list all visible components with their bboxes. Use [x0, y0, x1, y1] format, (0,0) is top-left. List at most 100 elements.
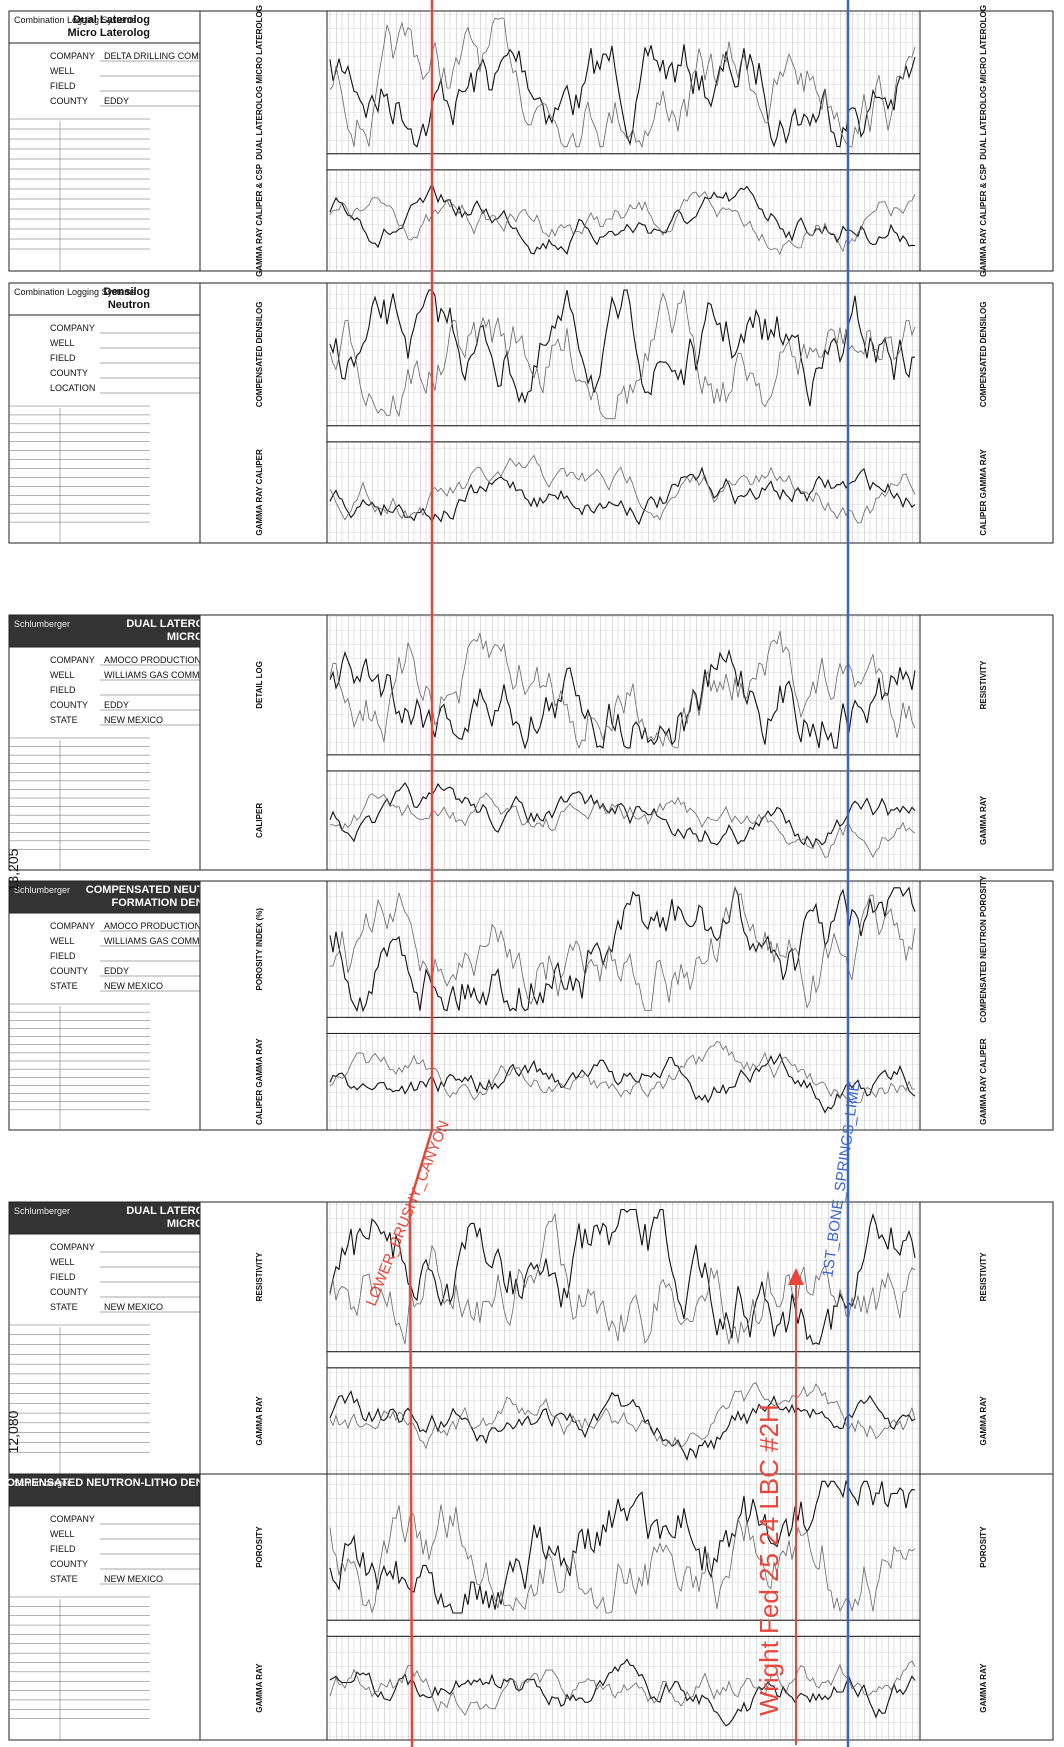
track-label: COMPENSATED DENSILOG [979, 302, 988, 408]
header-banner [8, 880, 234, 914]
log-curve [329, 631, 916, 750]
track-label: RESISTIVITY [979, 660, 988, 710]
field-label: WELL [50, 936, 75, 946]
track-label-box [199, 10, 328, 272]
track-label: COMPENSATED NEUTRON POROSITY [979, 875, 988, 1023]
field-value: EDDY [104, 966, 129, 976]
field-label: COMPANY [50, 1514, 95, 1524]
track-label: CALIPER GAMMA RAY [255, 1038, 264, 1125]
log-curve [329, 1212, 916, 1345]
depth-band [326, 1016, 921, 1034]
field-label: STATE [50, 981, 78, 991]
brand: Schlumberger [14, 619, 70, 629]
brand: Schlumberger [14, 1478, 70, 1488]
track-label-box [199, 282, 328, 544]
track-label: GAMMA RAY CALIPER [979, 1038, 988, 1125]
field-value: EDDY [104, 96, 129, 106]
log-track [326, 10, 921, 155]
log-curve [329, 17, 916, 148]
track-label-box [919, 282, 1054, 544]
track-label: POROSITY [979, 1526, 988, 1568]
log-curve [329, 191, 916, 256]
field-label: COUNTY [50, 966, 88, 976]
field-label: COUNTY [50, 1287, 88, 1297]
field-label: COMPANY [50, 323, 95, 333]
track-label: GAMMA RAY CALIPER [255, 449, 264, 536]
log-track [326, 1473, 921, 1621]
log-curve [329, 1052, 916, 1114]
track-label: POROSITY INDEX (%) [255, 908, 264, 991]
arrow-head [788, 1268, 804, 1285]
log-curve [329, 454, 916, 524]
log-track [326, 1635, 921, 1741]
field-label: LOCATION [50, 383, 95, 393]
log-track [326, 1032, 921, 1131]
track-label: GAMMA RAY [979, 1396, 988, 1446]
header-card [8, 1201, 234, 1475]
depth-band [326, 754, 921, 772]
field-label: COMPANY [50, 921, 95, 931]
field-value: WILLIAMS GAS COMM. #1 [104, 936, 215, 946]
track-label: GAMMA RAY CALIPER & CSP [979, 163, 988, 277]
track-label: GAMMA RAY [979, 1663, 988, 1713]
header-banner [8, 10, 234, 44]
brand: Schlumberger [14, 885, 70, 895]
track-label: CALIPER GAMMA RAY [979, 448, 988, 535]
track-label: POROSITY [255, 1526, 264, 1568]
field-label: WELL [50, 670, 75, 680]
track-label-box [919, 1201, 1054, 1475]
brand: Combination Logging Systems [14, 15, 137, 25]
field-value: WILLIAMS GAS COMM. #1 [104, 670, 215, 680]
field-value: NEW MEXICO [104, 981, 163, 991]
depth-band [326, 1351, 921, 1369]
track-label-box [199, 1473, 328, 1741]
track-label-box [919, 614, 1054, 871]
field-value: NEW MEXICO [104, 715, 163, 725]
log-curve [329, 792, 916, 858]
log-curve [329, 886, 916, 1011]
field-label: COUNTY [50, 1559, 88, 1569]
log-curve [329, 289, 916, 407]
field-value: DELTA DRILLING COMPANY [104, 51, 223, 61]
track-label: DUAL LATEROLOG MICRO LATEROLOG [255, 5, 264, 160]
field-label: STATE [50, 1574, 78, 1584]
field-label: COMPANY [50, 51, 95, 61]
track-label-box [919, 10, 1054, 272]
log-curve [329, 1504, 916, 1614]
field-label: FIELD [50, 353, 76, 363]
field-label: WELL [50, 66, 75, 76]
log-curve [329, 1479, 916, 1614]
track-label: GAMMA RAY CALIPER & CSP [255, 163, 264, 277]
field-label: WELL [50, 1529, 75, 1539]
log-title: FORMATION DENSITY [111, 897, 228, 909]
log-curve [329, 648, 916, 750]
field-label: FIELD [50, 81, 76, 91]
field-value: AMOCO PRODUCTION COMPANY [104, 921, 248, 931]
track-label: RESISTIVITY [255, 1252, 264, 1302]
field-label: COUNTY [50, 700, 88, 710]
field-value: NEW MEXICO [104, 1574, 163, 1584]
log-curve [329, 1208, 916, 1346]
track-label: RESISTIVITY [979, 1252, 988, 1302]
header-banner [8, 1201, 234, 1235]
track-label: DUAL LATEROLOG MICRO LATEROLOG [979, 5, 988, 160]
track-label: CALIPER [255, 803, 264, 838]
log-curve [329, 1658, 916, 1727]
field-label: FIELD [50, 951, 76, 961]
track-label-box [199, 880, 328, 1131]
depth-label: 12,080 [5, 1410, 21, 1453]
log-title: COMPENSATED NEUTRON [86, 884, 228, 896]
field-value: AMOCO PRODUCTION COMPANY [104, 655, 248, 665]
field-label: WELL [50, 1257, 75, 1267]
log-curve [329, 44, 916, 148]
track-label-box [919, 880, 1054, 1131]
log-title: Densilog [104, 286, 150, 298]
field-label: FIELD [50, 1272, 76, 1282]
log-curve [329, 290, 916, 420]
field-value: EDDY [104, 700, 129, 710]
field-label: COMPANY [50, 1242, 95, 1252]
log-track [326, 282, 921, 427]
field-label: COUNTY [50, 368, 88, 378]
